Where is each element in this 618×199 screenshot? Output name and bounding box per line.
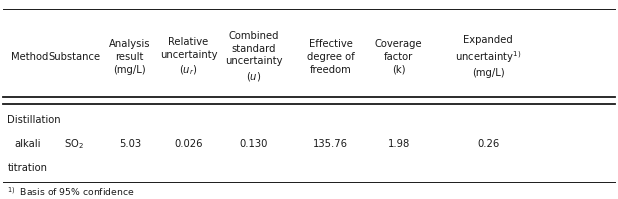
- Text: Relative
uncertainty
($u_r$): Relative uncertainty ($u_r$): [159, 37, 218, 77]
- Text: SO$_2$: SO$_2$: [64, 137, 84, 151]
- Text: 0.026: 0.026: [174, 139, 203, 149]
- Text: 0.130: 0.130: [239, 139, 268, 149]
- Text: Analysis
result
(mg/L): Analysis result (mg/L): [109, 39, 151, 74]
- Text: Effective
degree of
freedom: Effective degree of freedom: [307, 39, 355, 74]
- Text: 135.76: 135.76: [313, 139, 348, 149]
- Text: Substance: Substance: [48, 52, 100, 62]
- Text: Combined
standard
uncertainty
($u$): Combined standard uncertainty ($u$): [224, 31, 282, 83]
- Text: Method: Method: [11, 52, 48, 62]
- Text: Distillation: Distillation: [7, 115, 61, 125]
- Text: $^{1)}$  Basis of 95% confidence: $^{1)}$ Basis of 95% confidence: [7, 186, 135, 198]
- Text: Expanded
uncertainty$^{1)}$
(mg/L): Expanded uncertainty$^{1)}$ (mg/L): [455, 35, 522, 78]
- Text: titration: titration: [7, 163, 48, 173]
- Text: Coverage
factor
(k): Coverage factor (k): [375, 39, 423, 74]
- Text: 5.03: 5.03: [119, 139, 141, 149]
- Text: alkali: alkali: [15, 139, 41, 149]
- Text: 0.26: 0.26: [477, 139, 499, 149]
- Text: 1.98: 1.98: [387, 139, 410, 149]
